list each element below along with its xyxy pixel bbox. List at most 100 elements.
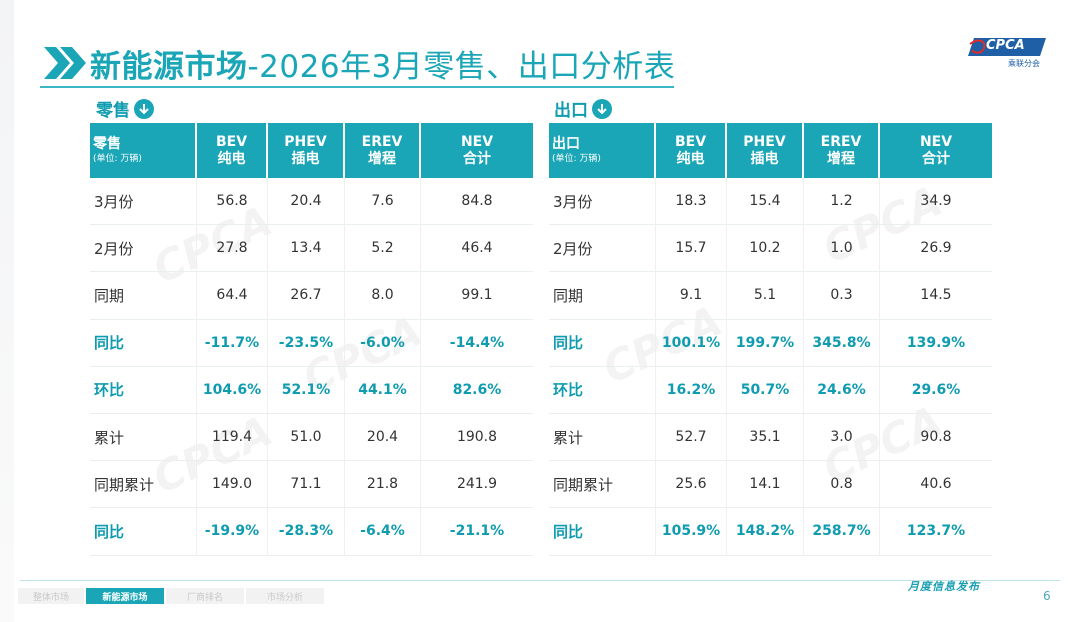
row-label: 2月份 <box>90 225 197 273</box>
tab-nev-market[interactable]: 新能源市场 <box>86 588 164 604</box>
cell: 90.8 <box>880 414 992 462</box>
retail-header-bev: BEV 纯电 <box>197 123 268 178</box>
col-en: BEV <box>674 133 707 150</box>
cell: 10.2 <box>727 225 804 273</box>
row-label: 3月份 <box>90 178 197 226</box>
cell: -6.4% <box>345 508 421 556</box>
cell: 24.6% <box>804 366 880 414</box>
cell: 64.4 <box>197 272 268 320</box>
cell: 14.5 <box>880 272 992 320</box>
cell: 27.8 <box>197 225 268 273</box>
cell: -28.3% <box>268 508 345 556</box>
cell: 52.7 <box>656 413 727 462</box>
cell: 7.6 <box>345 178 421 226</box>
cell: 16.2% <box>656 366 727 414</box>
cell: 35.1 <box>727 413 804 462</box>
row-label: 同期累计 <box>90 461 197 509</box>
cpca-logo-badge <box>968 38 1046 56</box>
cell: 29.6% <box>880 367 992 414</box>
row-label: 同期累计 <box>549 461 656 509</box>
table-row: 同期累计 149.0 71.1 21.8 241.9 <box>90 461 533 509</box>
col-en: BEV <box>215 133 248 150</box>
col-en: NEV <box>460 133 494 150</box>
table-row: 同期累计 25.6 14.1 0.8 40.6 <box>549 461 992 509</box>
table-row: 同比 105.9% 148.2% 258.7% 123.7% <box>549 508 992 556</box>
cell: 123.7% <box>880 508 992 556</box>
export-header-row: 出口 (单位: 万辆) BEV 纯电 PHEV 插电 EREV 增程 NEV 合计 <box>549 123 992 178</box>
export-header-nev: NEV 合计 <box>880 123 992 178</box>
retail-header-nev: NEV 合计 <box>421 123 533 178</box>
cell: -19.9% <box>197 508 268 556</box>
row-label: 3月份 <box>549 178 656 226</box>
tab-maker-ranking[interactable]: 厂商排名 <box>166 588 244 604</box>
table-row: 同比 -19.9% -28.3% -6.4% -21.1% <box>90 508 533 556</box>
export-header-bev: BEV 纯电 <box>656 123 727 178</box>
row-label: 同比 <box>90 319 197 367</box>
cell: 190.8 <box>421 414 533 462</box>
retail-header-title-cell: 零售 (单位: 万辆) <box>90 123 197 178</box>
export-header-erev: EREV 增程 <box>804 123 880 178</box>
retail-header-unit: (单位: 万辆) <box>93 154 142 164</box>
table-row: 3月份 18.3 15.4 1.2 34.9 <box>549 178 992 226</box>
cell: 18.3 <box>656 178 727 226</box>
cell: 40.6 <box>880 461 992 509</box>
cpca-logo: CPCA 乘联分会 <box>968 36 1048 70</box>
cell: 56.8 <box>197 178 268 226</box>
col-en: NEV <box>919 133 953 150</box>
table-row: 2月份 27.8 13.4 5.2 46.4 <box>90 225 533 273</box>
retail-header-row: 零售 (单位: 万辆) BEV 纯电 PHEV 插电 EREV 增程 NEV 合计 <box>90 123 533 178</box>
cell: -14.4% <box>421 320 533 367</box>
cell: 1.2 <box>804 178 880 226</box>
cell: 199.7% <box>727 319 804 367</box>
row-label: 同期 <box>90 272 197 320</box>
cell: 8.0 <box>345 272 421 320</box>
cell: 5.2 <box>345 225 421 273</box>
cell: 25.6 <box>656 461 727 509</box>
row-label: 累计 <box>549 413 656 462</box>
col-en: EREV <box>820 133 862 150</box>
page-number: 6 <box>1043 589 1051 603</box>
page-title-rest: -2026年3月零售、出口分析表 <box>247 48 676 85</box>
cell: 26.9 <box>880 225 992 273</box>
cell: 241.9 <box>421 461 533 509</box>
export-table: 出口 (单位: 万辆) BEV 纯电 PHEV 插电 EREV 增程 NEV 合计 3月… <box>549 123 992 556</box>
cell: 99.1 <box>421 272 533 320</box>
table-row: 累计 52.7 35.1 3.0 90.8 <box>549 413 992 462</box>
cell: -11.7% <box>197 319 268 367</box>
page-title-bold: 新能源市场 <box>90 48 248 85</box>
cell: 149.0 <box>197 461 268 509</box>
retail-table: 零售 (单位: 万辆) BEV 纯电 PHEV 插电 EREV 增程 NEV 合计 3月… <box>90 123 533 556</box>
row-label: 环比 <box>549 366 656 414</box>
table-row: 环比 16.2% 50.7% 24.6% 29.6% <box>549 366 992 414</box>
cell: 0.3 <box>804 272 880 320</box>
col-cn: 增程 <box>368 150 396 167</box>
cell: 21.8 <box>345 461 421 509</box>
col-cn: 插电 <box>750 150 779 167</box>
tab-market-analysis[interactable]: 市场分析 <box>246 588 324 604</box>
arrow-down-circle-icon <box>592 98 612 119</box>
retail-header-erev: EREV 增程 <box>345 123 421 178</box>
retail-section-label: 零售 <box>96 101 130 121</box>
cell: 46.4 <box>421 225 533 273</box>
tab-overall-market[interactable]: 整体市场 <box>18 588 84 604</box>
page-title: 新能源市场-2026年3月零售、出口分析表 <box>90 41 675 86</box>
export-header-unit: (单位: 万辆) <box>552 154 601 164</box>
row-label: 环比 <box>90 366 197 414</box>
cell: 139.9% <box>880 320 992 367</box>
cell: 119.4 <box>197 413 268 462</box>
retail-header-title: 零售 <box>93 136 121 152</box>
export-header-phev: PHEV 插电 <box>727 123 804 178</box>
left-decor-strip <box>0 0 14 622</box>
cell: 52.1% <box>268 366 345 414</box>
title-row: 新能源市场-2026年3月零售、出口分析表 <box>40 40 675 86</box>
cell: 20.4 <box>345 413 421 462</box>
cell: 84.8 <box>421 178 533 226</box>
cell: 14.1 <box>727 461 804 509</box>
cell: -21.1% <box>421 508 533 556</box>
table-row: 同比 100.1% 199.7% 345.8% 139.9% <box>549 319 992 367</box>
cell: -6.0% <box>345 319 421 367</box>
cell: 105.9% <box>656 508 727 556</box>
retail-header-phev: PHEV 插电 <box>268 123 345 178</box>
cell: 51.0 <box>268 413 345 462</box>
